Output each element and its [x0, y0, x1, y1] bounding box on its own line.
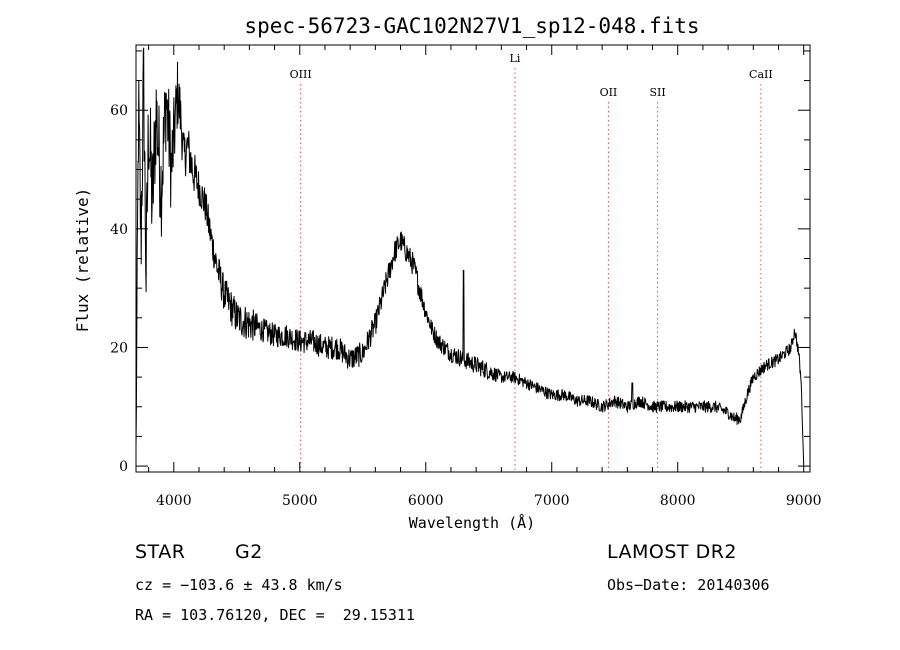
feature-label-sii: SII: [649, 86, 665, 99]
plot-area: OIII Li OII SII CaII 4000 5000 6000 7000 8000 9000…: [110, 44, 822, 509]
feature-label-oii: OII: [600, 86, 618, 99]
spectrum-line: [135, 47, 805, 463]
feature-label-caii: CaII: [749, 68, 773, 81]
x-tick-label: 7000: [534, 493, 570, 509]
x-tick-label: 4000: [156, 493, 192, 509]
x-tick-label: 6000: [408, 493, 444, 509]
x-tick-label: 8000: [660, 493, 696, 509]
observation-date: Obs−Date: 20140306: [607, 576, 770, 594]
y-tick-label: 20: [110, 340, 128, 356]
redshift-velocity: cz = −103.6 ± 43.8 km/s: [135, 576, 343, 594]
y-tick-label: 0: [119, 459, 128, 475]
y-tick-label: 60: [110, 103, 128, 119]
x-axis-label: Wavelength (Å): [409, 513, 535, 532]
survey-name: LAMOST DR2: [607, 541, 737, 563]
object-type: STAR: [135, 541, 186, 563]
object-subclass: G2: [235, 541, 263, 563]
feature-label-li: Li: [510, 52, 521, 65]
y-tick-label: 40: [110, 222, 128, 238]
ra-dec: RA = 103.76120, DEC = 29.15311: [135, 606, 415, 624]
y-axis-label: Flux (relative): [73, 188, 92, 333]
chart-title: spec-56723-GAC102N27V1_sp12-048.fits: [244, 14, 699, 38]
x-tick-label: 5000: [282, 493, 318, 509]
x-tick-label: 9000: [786, 493, 822, 509]
feature-label-oiii: OIII: [290, 68, 312, 81]
